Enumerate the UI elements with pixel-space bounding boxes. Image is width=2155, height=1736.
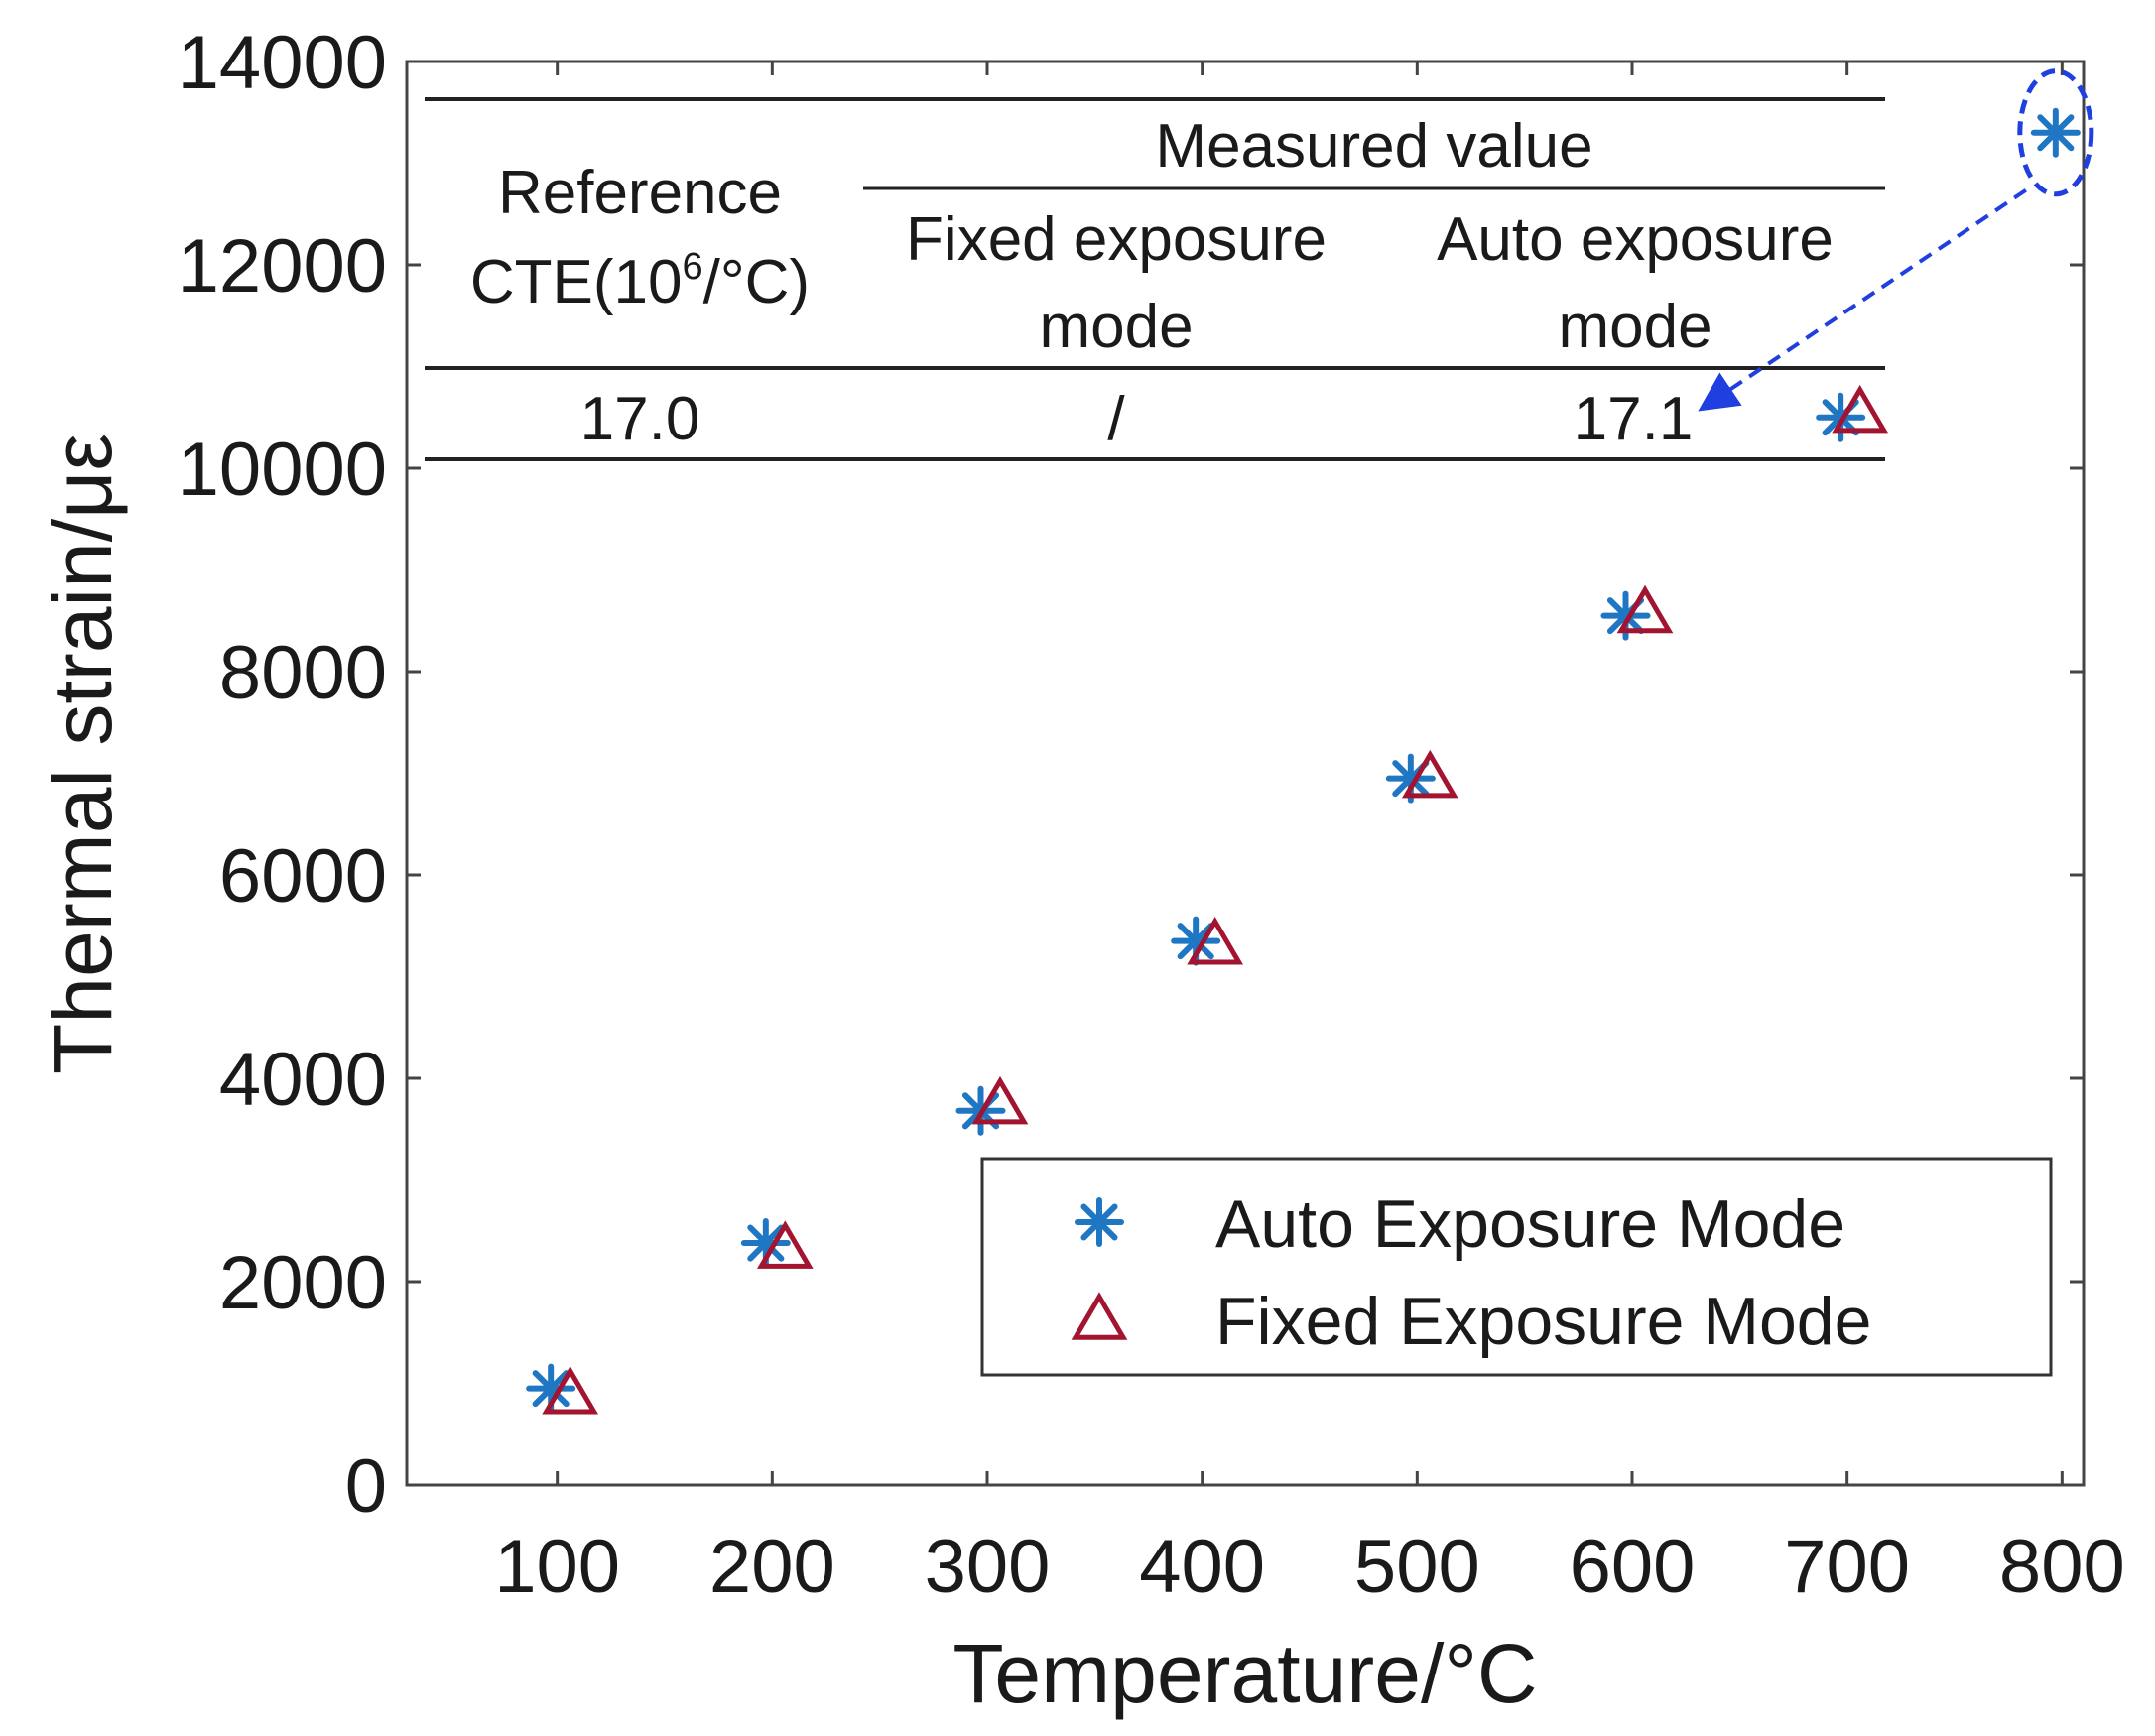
fixed-exposure-point [756, 1220, 814, 1269]
x-tick-label: 200 [709, 1525, 835, 1609]
table-col2-header-line2: mode [1039, 293, 1193, 361]
y-axis-title: Thermal strain/με [36, 434, 129, 1074]
x-tick-label: 800 [1999, 1525, 2125, 1609]
legend-marker-fixed [1071, 1292, 1128, 1340]
highlight-annotation [1698, 68, 2094, 412]
y-tick-label: 14000 [178, 21, 387, 105]
auto-exposure-point [740, 1218, 791, 1269]
x-tick-label: 300 [925, 1525, 1051, 1609]
table-group-header: Measured value [1155, 112, 1592, 181]
table-col1-header-line1: Reference [498, 159, 782, 227]
y-axis-ticks: 0 2000 4000 6000 8000 10000 12000 14000 [178, 21, 2084, 1529]
x-tick-label: 500 [1354, 1525, 1480, 1609]
x-axis-ticks: 100 200 300 400 500 600 700 800 [494, 62, 2125, 1609]
y-tick-label: 6000 [219, 834, 387, 919]
inset-table: Measured value Reference CTE(106/°C) Fix… [425, 97, 1885, 461]
legend-symbol-triangle [1071, 1292, 1128, 1340]
x-tick-label: 600 [1570, 1525, 1696, 1609]
fixed-exposure-point [1401, 749, 1458, 799]
table-col3-header-line2: mode [1558, 293, 1711, 361]
fixed-exposure-point [1616, 584, 1674, 634]
table-cell-reference: 17.0 [580, 385, 700, 453]
table-cell-fixed: / [1107, 385, 1125, 453]
auto-exposure-point [2030, 107, 2081, 158]
cte-label: CTE(10 [470, 248, 683, 316]
y-tick-label: 8000 [219, 631, 387, 715]
table-cell-auto: 17.1 [1574, 385, 1694, 453]
data-series [526, 107, 2081, 1415]
highlight-arrow [1698, 188, 2027, 412]
fixed-exposure-point [971, 1075, 1029, 1125]
table-col3-header-line1: Auto exposure [1437, 205, 1834, 274]
legend-marker-auto [1075, 1197, 1124, 1247]
y-tick-label: 0 [345, 1444, 387, 1529]
highlight-ellipse [2017, 68, 2094, 197]
x-axis-title: Temperature/°C [952, 1627, 1537, 1720]
fixed-exposure-point [1187, 916, 1244, 965]
y-tick-label: 12000 [178, 224, 387, 309]
table-col2-header-line1: Fixed exposure [906, 205, 1327, 274]
x-tick-label: 400 [1139, 1525, 1265, 1609]
fixed-exposure-point [542, 1365, 599, 1415]
legend-symbol-asterisk [1075, 1197, 1124, 1247]
legend-label-auto: Auto Exposure Mode [1215, 1186, 1845, 1262]
plot-area-frame [405, 60, 2086, 1487]
legend: Auto Exposure Mode Fixed Exposure Mode [980, 1157, 2053, 1377]
y-tick-label: 4000 [219, 1038, 387, 1122]
table-col1-header-line2: CTE(106/°C) [470, 246, 810, 316]
cte-superscript: 6 [683, 246, 703, 288]
legend-label-fixed: Fixed Exposure Mode [1215, 1284, 1871, 1359]
cte-unit: /°C) [703, 248, 810, 316]
legend-box [980, 1157, 2053, 1377]
x-tick-label: 700 [1784, 1525, 1910, 1609]
y-tick-label: 10000 [178, 428, 387, 512]
fixed-exposure-point [1832, 384, 1889, 434]
x-tick-label: 100 [494, 1525, 620, 1609]
y-tick-label: 2000 [219, 1241, 387, 1325]
auto-exposure-point [1171, 916, 1221, 966]
